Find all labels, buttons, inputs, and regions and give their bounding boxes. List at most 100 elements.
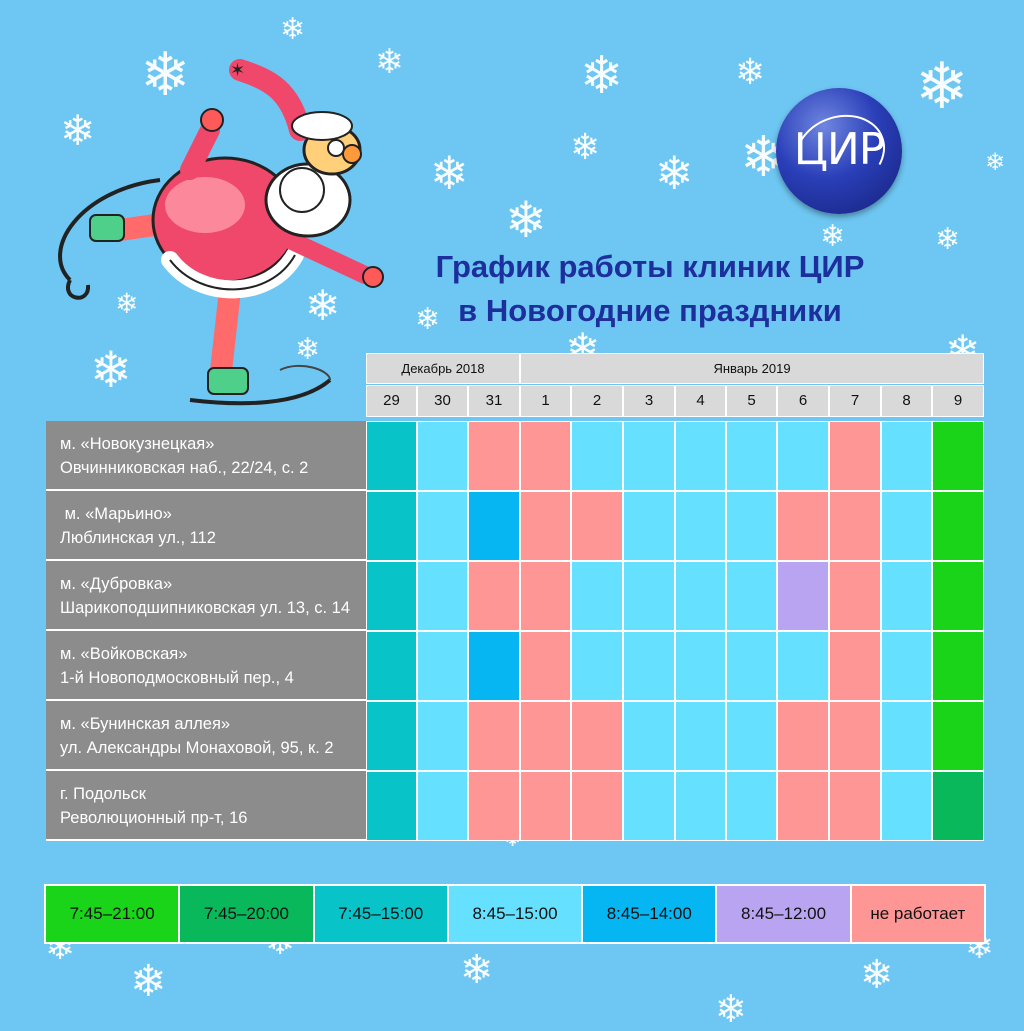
schedule-cell xyxy=(571,561,623,631)
schedule-cell xyxy=(881,561,932,631)
schedule-cell xyxy=(571,421,623,491)
schedule-cell xyxy=(726,421,777,491)
schedule-cell xyxy=(366,491,417,561)
schedule-cell xyxy=(623,771,675,841)
schedule-cell xyxy=(777,631,829,701)
clinic-label: м. «Войковская» 1-й Новоподмосковный пер.… xyxy=(46,631,366,701)
schedule-cell xyxy=(675,771,726,841)
clinic-label: м. «Дубровка» Шарикоподшипниковская ул. 1… xyxy=(46,561,366,631)
schedule-cell xyxy=(366,561,417,631)
schedule-cell xyxy=(366,421,417,491)
snowflake-icon: ❄ xyxy=(735,52,766,93)
schedule-cell xyxy=(571,491,623,561)
schedule-cell xyxy=(520,631,571,701)
schedule-cell xyxy=(675,701,726,771)
day-header: 29 xyxy=(366,385,417,417)
logo-text: ЦИР xyxy=(793,124,886,175)
day-header: 2 xyxy=(571,385,623,417)
schedule-cell xyxy=(520,491,571,561)
schedule-cell xyxy=(468,631,520,701)
snowflake-icon: ❄ xyxy=(90,341,132,399)
day-header: 1 xyxy=(520,385,571,417)
clinic-address: Овчинниковская наб., 22/24, с. 2 xyxy=(60,459,309,477)
schedule-cell xyxy=(468,561,520,631)
day-header: 4 xyxy=(675,385,726,417)
clinic-label: м. «Марьино» Люблинская ул., 112 xyxy=(46,491,366,561)
snowflake-icon: ❄ xyxy=(570,127,601,168)
schedule-cell xyxy=(726,701,777,771)
schedule-cell xyxy=(777,491,829,561)
schedule-cell xyxy=(777,561,829,631)
schedule-cell xyxy=(675,631,726,701)
schedule-cell xyxy=(881,631,932,701)
snowflake-icon: ❄ xyxy=(860,952,894,998)
schedule-cell xyxy=(829,491,881,561)
schedule-cell xyxy=(932,771,984,841)
schedule-cell xyxy=(417,701,468,771)
clinic-metro: м. «Новокузнецкая» xyxy=(60,435,215,453)
legend: 7:45–21:00 7:45–20:00 7:45–15:00 8:45–15:00… xyxy=(44,884,986,944)
svg-text:✶: ✶ xyxy=(230,60,245,81)
schedule-cell xyxy=(520,771,571,841)
schedule-cell xyxy=(777,421,829,491)
schedule-cell xyxy=(932,701,984,771)
schedule-cell xyxy=(417,631,468,701)
month-header: Январь 2019 xyxy=(520,353,984,384)
snowflake-icon: ❄ xyxy=(460,947,494,993)
schedule-cell xyxy=(571,701,623,771)
month-header: Декабрь 2018 xyxy=(366,353,520,384)
clinic-address: ул. Александры Монаховой, 95, к. 2 xyxy=(60,739,334,757)
snowflake-icon: ❄ xyxy=(375,42,404,82)
snowflake-icon: ❄ xyxy=(415,302,441,337)
clinic-metro: м. «Бунинская аллея» xyxy=(60,715,231,733)
snowflake-icon: ❄ xyxy=(130,956,167,1007)
day-header: 3 xyxy=(623,385,675,417)
schedule-cell xyxy=(777,701,829,771)
snowflake-icon: ❄ xyxy=(430,146,469,200)
schedule-cell xyxy=(623,421,675,491)
santa-skater-illustration: ✶ xyxy=(58,59,384,406)
legend-item: 7:45–20:00 xyxy=(180,886,315,942)
schedule-cell xyxy=(829,561,881,631)
schedule-cell xyxy=(520,701,571,771)
snowflake-icon: ❄ xyxy=(305,281,341,330)
schedule-cell xyxy=(726,631,777,701)
clinic-address: Шарикоподшипниковская ул. 13, с. 14 xyxy=(60,599,351,617)
clinic-metro: м. «Войковская» xyxy=(60,645,188,663)
schedule-cell xyxy=(623,491,675,561)
schedule-cell xyxy=(520,561,571,631)
schedule-cell xyxy=(417,561,468,631)
title-line-2: в Новогодние праздники xyxy=(458,293,842,328)
day-header: 7 xyxy=(829,385,881,417)
legend-item: 7:45–15:00 xyxy=(314,886,449,942)
schedule-cell xyxy=(932,631,984,701)
snowflake-icon: ❄ xyxy=(715,987,747,1031)
schedule-cell xyxy=(366,771,417,841)
snowflake-icon: ❄ xyxy=(280,12,306,47)
schedule-cell xyxy=(675,491,726,561)
snowflake-icon: ❄ xyxy=(140,40,191,110)
schedule-cell xyxy=(468,771,520,841)
schedule-cell xyxy=(726,771,777,841)
day-header: 30 xyxy=(417,385,468,417)
schedule-cell xyxy=(829,631,881,701)
legend-item: 8:45–12:00 xyxy=(717,886,852,942)
legend-item: 7:45–21:00 xyxy=(46,886,181,942)
schedule-cell xyxy=(881,491,932,561)
legend-item: 8:45–15:00 xyxy=(448,886,584,942)
schedule-cell xyxy=(623,701,675,771)
snowflake-icon: ❄ xyxy=(655,146,694,200)
schedule-cell xyxy=(777,771,829,841)
snowflake-icon: ❄ xyxy=(295,332,321,367)
schedule-cell xyxy=(468,701,520,771)
schedule-cell xyxy=(675,421,726,491)
snowflake-icon: ❄ xyxy=(820,219,846,254)
clinic-metro: м. «Марьино» xyxy=(60,505,172,523)
clinic-label: м. «Новокузнецкая» Овчинниковская наб., 2… xyxy=(46,421,366,491)
schedule-cell xyxy=(932,561,984,631)
legend-item: не работает xyxy=(851,886,984,942)
schedule-cell xyxy=(417,421,468,491)
schedule-cell xyxy=(932,491,984,561)
cir-logo: ЦИР xyxy=(776,88,902,214)
schedule-cell xyxy=(829,771,881,841)
